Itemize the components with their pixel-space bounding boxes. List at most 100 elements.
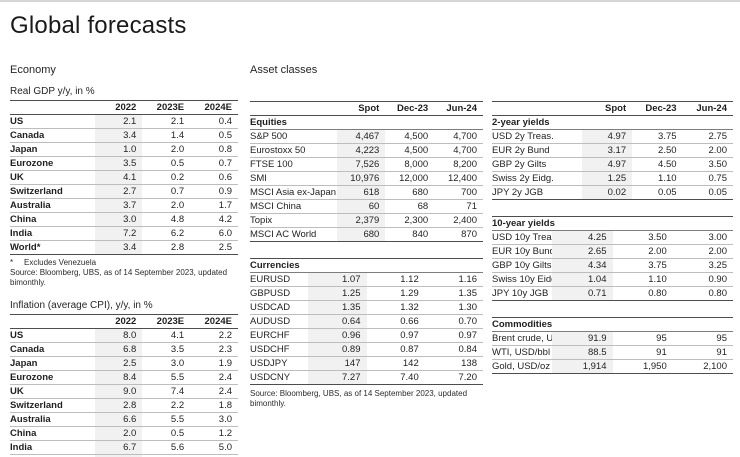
table-row: India 6.7 5.6 5.0 [10,440,238,455]
cell-forecast: 3.50 [612,230,673,245]
inflation-table-title: Inflation (average CPI), y/y, in % [10,300,238,315]
row-label: India [10,440,95,455]
asset-classes-column: Asset classes Spot Dec-23 Jun-24 Equities S&… [250,64,483,409]
cell-spot: 0.71 [552,286,613,301]
row-label: EUR 2y Bund [492,143,582,158]
yields-column-spacer [492,64,733,101]
cell-spot: 7.27 [308,370,367,385]
table-row: USDCHF 0.89 0.87 0.84 [250,342,483,357]
cell-spot: 618 [336,185,386,200]
table-row: USD 2y Treas. 4.97 3.75 2.75 [492,129,733,144]
cell-forecast: 1.30 [424,300,483,315]
row-label: Japan [10,142,95,157]
row-label: UK [10,384,95,399]
cell-forecast: 12,400 [434,171,483,186]
cell-spot: 3.4 [94,240,143,255]
table-row: USDCNY 7.27 7.40 7.20 [250,370,483,385]
row-label: JPY 2y JGB [492,185,582,200]
cell-spot: 1.04 [552,272,613,287]
cell-forecast: 0.80 [672,286,733,301]
cell-forecast: 4.1 [142,328,191,343]
cell-forecast: 0.97 [424,328,483,343]
table-row: MSCI Asia ex-Japan 618 680 700 [250,185,483,200]
table-row: Eurozone 8.4 5.5 2.4 [10,370,238,385]
cell-forecast: 2.2 [190,328,238,343]
cell-forecast: 3.75 [632,129,683,144]
cell-spot: 2.7 [94,184,143,199]
forecast-table: Currencies EURUSD 1.07 1.12 1.16 GBPUSD 1.25 1.… [250,259,483,385]
forecast-table: 2022 2023E 2024E US 2.1 2.1 0.4 Canada 3.4 1.4 0.5… [10,101,238,255]
cell-forecast: 1,950 [612,359,673,374]
cell-forecast: 71 [434,199,483,214]
column-header: 2024E [190,315,238,329]
cell-spot: 2.1 [94,114,143,129]
cell-forecast: 1.16 [424,272,483,287]
cell-forecast: 4,500 [385,129,435,144]
table-row: USDCAD 1.35 1.32 1.30 [250,300,483,315]
asset-classes-source: Source: Bloomberg, UBS, as of 14 Septemb… [250,389,468,408]
cell-forecast: 870 [434,227,483,242]
row-label: WTI, USD/bbl [492,345,553,360]
cell-forecast: 0.2 [142,170,191,185]
column-header: Dec-23 [385,102,435,116]
column-header-spacer [10,315,95,329]
cell-spot: 1.35 [308,300,367,315]
cell-forecast: 3.25 [672,258,733,273]
cell-forecast: 7.40 [366,370,425,385]
row-label: Swiss 10y Eidg. [492,272,553,287]
cell-forecast: 2,400 [434,213,483,228]
row-label: S&P 500 [250,129,337,144]
table-row: JPY 10y JGB 0.71 0.80 0.80 [492,286,733,301]
table-row: Gold, USD/oz 1,914 1,950 2,100 [492,359,733,374]
cell-spot: 1.25 [581,171,633,186]
cell-forecast: 4,700 [434,143,483,158]
cell-spot: 9.0 [94,384,143,399]
row-label: EURUSD [250,272,309,287]
cell-forecast: 1.7 [190,198,238,213]
cell-spot: 4.1 [94,170,143,185]
cell-spot: 7.2 [94,226,143,241]
cell-forecast: 3.5 [142,342,191,357]
table-row: India 7.2 6.2 6.0 [10,226,238,241]
section-title-row: Commodities [492,318,733,332]
row-label: China [10,426,95,441]
table-row: Swiss 10y Eidg.1.041.100.90 [492,272,733,287]
cell-forecast: 1.10 [612,272,673,287]
cell-forecast: 1.29 [366,286,425,301]
cell-forecast: 0.5 [142,426,191,441]
table-row: UK 4.1 0.2 0.6 [10,170,238,185]
column-header: 2022 [94,315,143,329]
economy-column: Economy Real GDP y/y, in % 2022 2023E 2024… [10,64,238,457]
cell-forecast: 2.3 [190,342,238,357]
table-row: USD 10y Treas.4.253.503.00 [492,230,733,245]
row-label: GBP 2y Gilts [492,157,582,172]
cell-forecast: 0.4 [190,114,238,129]
forecast-table: 2022 2023E 2024E US 8.0 4.1 2.2 Canada 6.8 3.5 2.3… [10,315,238,457]
cell-spot: 1.07 [308,272,367,287]
row-label: GBP 10y Gilts [492,258,553,273]
cell-forecast: 1.9 [190,356,238,371]
column-header: Jun-24 [434,102,483,116]
cell-forecast: 3.0 [142,356,191,371]
cell-spot: 4.25 [552,230,613,245]
column-header-spacer [492,102,582,116]
cell-spot: 0.64 [308,314,367,329]
cell-forecast: 0.9 [190,184,238,199]
cell-forecast: 0.70 [424,314,483,329]
table-row: Japan 2.5 3.0 1.9 [10,356,238,371]
column-header-spacer [250,102,337,116]
cell-forecast: 5.0 [190,440,238,455]
cell-forecast: 95 [612,331,673,346]
cell-forecast: 12,000 [385,171,435,186]
row-label: Brent crude, USD/bbl [492,331,553,346]
cell-forecast: 0.75 [682,171,733,186]
gdp-table-title: Real GDP y/y, in % [10,86,238,101]
row-label: Topix [250,213,337,228]
row-label: China [10,212,95,227]
table-row: SMI 10,976 12,000 12,400 [250,171,483,186]
cell-spot: 60 [336,199,386,214]
footnote-text: Excludes Venezuela [24,258,97,267]
cell-forecast: 0.66 [366,314,425,329]
